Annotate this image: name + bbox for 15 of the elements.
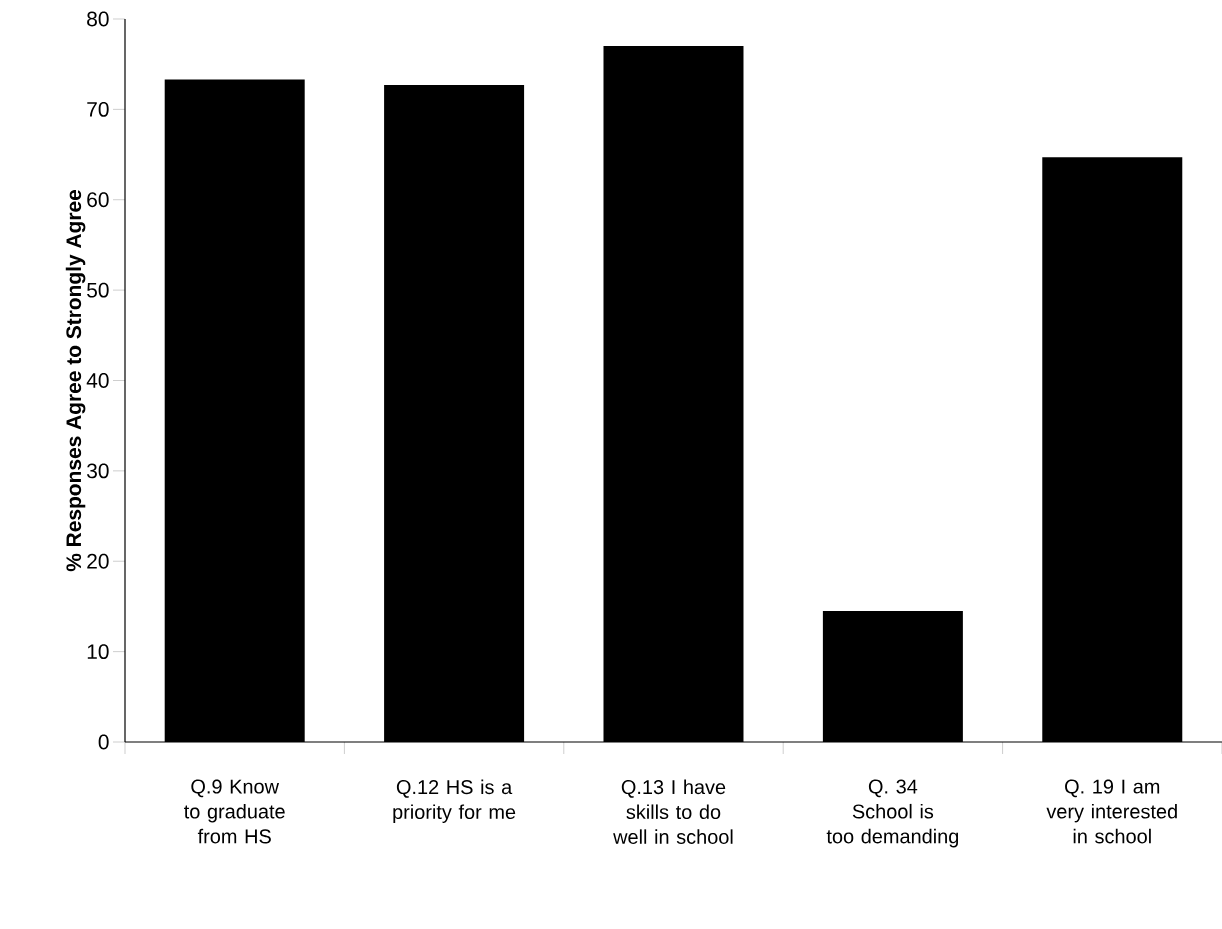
y-tick-label: 40	[86, 373, 109, 388]
y-tick-label: 80	[87, 11, 109, 27]
x-tick-label: Q. 34 School is too demanding	[826, 779, 959, 848]
x-tick-label: Q.13 I have skills to do well in school	[613, 779, 733, 844]
x-tick-label: Q.12 HS is a priority for me	[393, 779, 516, 823]
x-tick-label: Q.9 Know to graduate from HS	[184, 779, 285, 844]
y-axis-title: % Responses Agree to Strongly Agree	[65, 189, 86, 572]
y-tick-label: 60	[87, 192, 109, 208]
y-tick-label: 30	[87, 463, 109, 479]
x-tick-label: Q. 19 I am very interested in school	[1046, 779, 1177, 844]
y-tick-label: 20	[87, 553, 109, 569]
y-tick-label: 70	[87, 101, 109, 117]
y-tick-label: 50	[87, 282, 109, 298]
y-tick-label: 0	[98, 734, 109, 750]
y-tick-label: 10	[87, 644, 109, 660]
